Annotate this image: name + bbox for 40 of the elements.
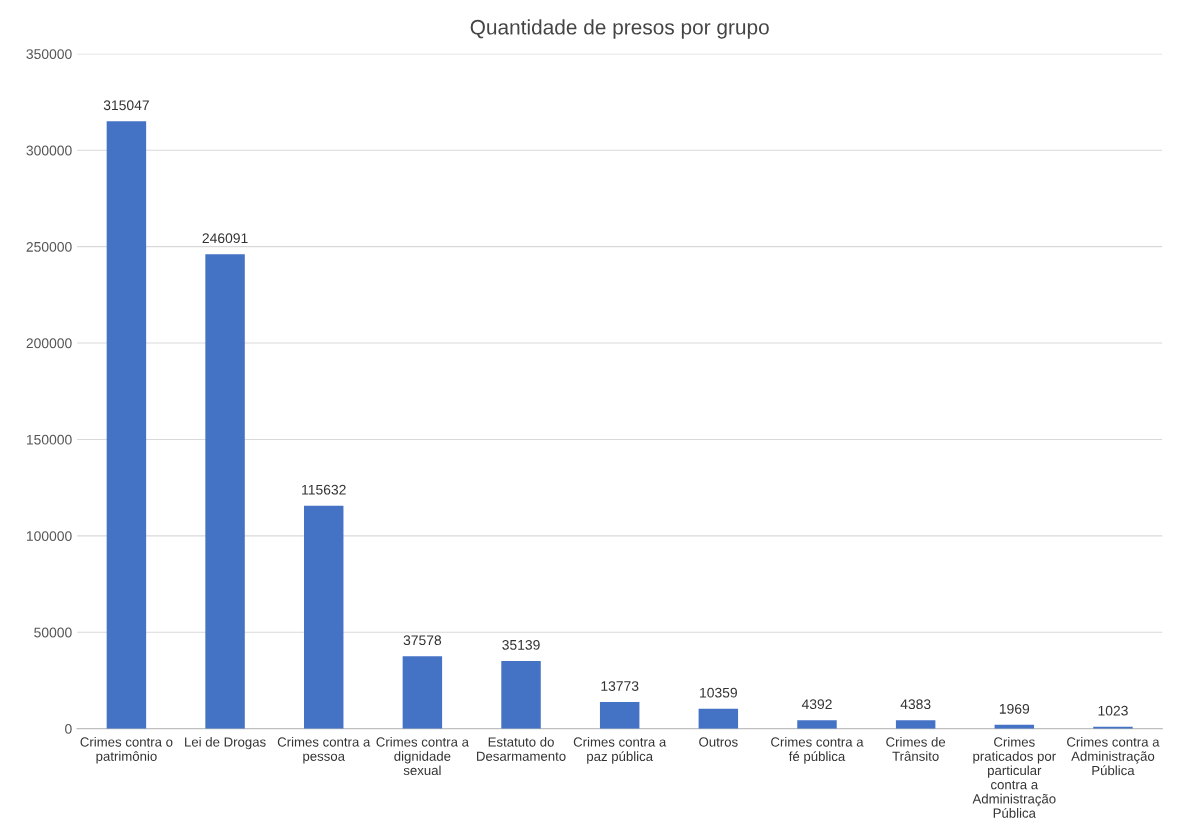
data-label: 35139 (502, 639, 540, 650)
x-tick-label: Lei de Drogas (185, 736, 266, 750)
y-tick-label: 150000 (26, 434, 72, 445)
y-tick-label: 0 (65, 723, 72, 734)
x-tick-label: Crimes praticados por particular contra a Administração Pública (972, 736, 1056, 818)
bar (895, 720, 936, 729)
y-tick-label: 50000 (34, 627, 72, 638)
x-tick-label: Crimes de Trânsito (886, 736, 946, 761)
bar (797, 720, 837, 729)
x-tick-label: Crimes contra a Administração Pública (1067, 736, 1160, 776)
data-label: 10359 (700, 687, 737, 698)
bar (501, 660, 541, 729)
data-label: 37578 (403, 635, 442, 646)
data-label: 4383 (900, 699, 931, 710)
data-label: 315047 (103, 100, 149, 111)
y-tick-label: 300000 (26, 145, 72, 156)
bar (106, 121, 147, 729)
bar (599, 702, 640, 729)
data-label: 4392 (801, 699, 832, 710)
chart-title: Quantidade de presos por grupo (470, 19, 769, 39)
bar (402, 656, 443, 729)
bar (303, 505, 344, 729)
y-tick-label: 350000 (26, 49, 72, 59)
data-label: 246091 (202, 233, 248, 244)
y-tick-label: 100000 (26, 531, 72, 541)
bar (205, 254, 245, 729)
x-tick-label: Crimes contra a pessoa (277, 736, 371, 764)
bar (698, 708, 739, 729)
data-label: 1023 (1098, 705, 1128, 716)
data-label: 13773 (601, 681, 639, 692)
x-tick-label: Estatuto do Desarmamento (477, 736, 566, 761)
y-tick-label: 200000 (26, 338, 72, 349)
data-label: 115632 (302, 484, 346, 495)
x-tick-label: Crimes contra a dignidade sexual (376, 736, 469, 776)
data-label: 1969 (999, 703, 1030, 714)
x-tick-label: Crimes contra o patrimônio (80, 736, 173, 764)
y-tick-label: 250000 (26, 241, 72, 252)
x-tick-label: Outros (699, 737, 738, 747)
x-tick-label: Crimes contra a fé pública (771, 736, 864, 764)
x-tick-label: Crimes contra a paz pública (573, 736, 667, 764)
